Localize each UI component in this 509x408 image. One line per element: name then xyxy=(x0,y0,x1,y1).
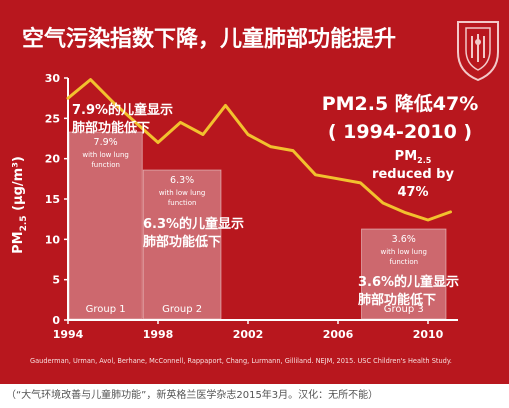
group1-cn-line1: 7.9%的儿童显示 xyxy=(72,102,173,118)
headline-sub-line3: 47% xyxy=(397,185,428,200)
headline-sub-line1: PM2.5 xyxy=(395,149,432,165)
source-citation: Gauderman, Urman, Avol, Berhane, McConne… xyxy=(30,357,452,365)
image-caption: （“大气环境改善与儿童肺功能”，新英格兰医学杂志2015年3月。汉化：无所不能） xyxy=(6,390,379,401)
group-band-desc2: function xyxy=(91,161,120,169)
group-band-desc2: function xyxy=(168,199,197,207)
y-axis-label-pm: PM xyxy=(11,231,26,253)
group-band-pct: 3.6% xyxy=(392,234,416,245)
headline-line2: ( 1994-2010 ) xyxy=(328,121,472,143)
chart-title: 空气污染指数下降，儿童肺部功能提升 xyxy=(22,26,396,52)
y-tick-label: 20 xyxy=(45,153,61,166)
group-band-name: Group 3 xyxy=(384,304,424,315)
group-band-desc2: function xyxy=(389,258,418,266)
pm25-line xyxy=(66,78,452,222)
group-band-name: Group 1 xyxy=(86,304,126,315)
y-tick-label: 30 xyxy=(45,72,61,85)
x-tick-label: 2006 xyxy=(323,328,354,341)
x-tick-label: 2010 xyxy=(413,328,444,341)
group-band-desc1: with low lung xyxy=(82,151,129,159)
group-band-2: 6.3% with low lung function Group 2 xyxy=(142,169,222,320)
group-band-desc1: with low lung xyxy=(380,248,427,256)
group-band-desc1: with low lung xyxy=(159,189,206,197)
group-band-1: 7.9% with low lung function Group 1 xyxy=(68,131,143,320)
y-tick-label: 5 xyxy=(52,274,60,287)
group-band-rect xyxy=(361,228,447,320)
y-tick-label: 15 xyxy=(45,193,60,206)
y-tick-label: 25 xyxy=(45,112,60,125)
x-ticks: 1994 1998 2002 2006 2010 xyxy=(53,320,444,341)
x-tick-label: 2002 xyxy=(233,328,264,341)
headline-sub-pm: PM xyxy=(395,149,417,164)
group-band-name: Group 2 xyxy=(162,304,202,315)
group1-cn-line2: 肺部功能低下 xyxy=(72,120,150,136)
y-tick-label: 0 xyxy=(52,314,60,327)
x-tick-label: 1998 xyxy=(143,328,174,341)
y-axis-label: PM2.5 (μg/m³) xyxy=(11,156,29,254)
x-tick-label: 1994 xyxy=(53,328,84,341)
y-axis-label-sub: 2.5 xyxy=(19,215,29,231)
y-ticks: 0 5 10 15 20 25 30 xyxy=(45,72,68,327)
university-seal-icon xyxy=(457,21,499,82)
chart: 空气污染指数下降，儿童肺部功能提升 7.9% with low lung funct… xyxy=(11,21,499,365)
group3-cn-line2: 肺部功能低下 xyxy=(358,292,436,308)
headline-sub-line2: reduced by xyxy=(372,167,454,182)
headline-line1: PM2.5 降低47% xyxy=(322,92,479,115)
group3-cn-line1: 3.6%的儿童显示 xyxy=(358,274,459,290)
y-tick-label: 10 xyxy=(45,233,61,246)
slide: 空气污染指数下降，儿童肺部功能提升 7.9% with low lung funct… xyxy=(0,0,509,384)
group-band-rect xyxy=(142,169,222,320)
group2-cn-line2: 肺部功能低下 xyxy=(143,234,221,250)
headline-sub-sub: 2.5 xyxy=(417,156,432,165)
group-bands: 7.9% with low lung function Group 1 6.3% with… xyxy=(68,131,447,320)
y-axis-label-units: (μg/m³) xyxy=(11,156,26,215)
pm25-series xyxy=(66,78,452,222)
group-band-3: 3.6% with low lung function Group 3 xyxy=(361,228,447,320)
group-band-pct: 6.3% xyxy=(170,175,194,186)
group-band-pct: 7.9% xyxy=(94,137,118,148)
group2-cn-line1: 6.3%的儿童显示 xyxy=(143,216,244,232)
group-band-rect xyxy=(68,131,143,320)
